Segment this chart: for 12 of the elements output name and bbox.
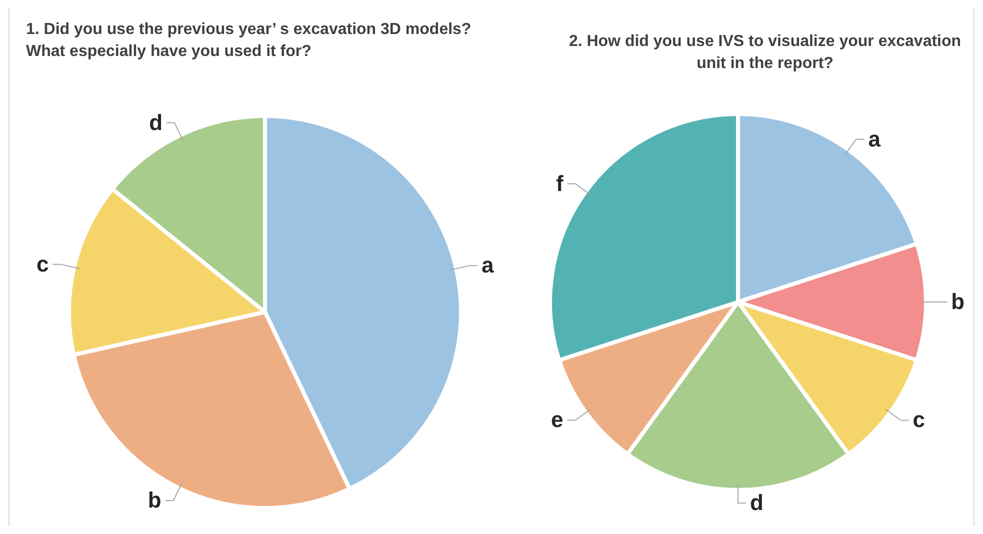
slice-label: d <box>149 110 163 135</box>
slice-label: e <box>551 407 564 432</box>
slice-label: a <box>482 252 495 278</box>
slice-label: c <box>36 251 49 276</box>
slice-label: d <box>750 490 764 516</box>
slice-label: b <box>148 488 162 513</box>
slice-label: a <box>868 126 882 152</box>
slice-label: f <box>556 170 564 196</box>
slice-label: c <box>912 407 925 432</box>
chart-title: 2. How did you use IVS to visualize your excavation unit in the report? <box>568 33 962 72</box>
slice-label: b <box>951 289 965 314</box>
chart-title: 1. Did you use the previous year’ s excavation 3D models? What especially have you used it for? <box>26 21 476 60</box>
